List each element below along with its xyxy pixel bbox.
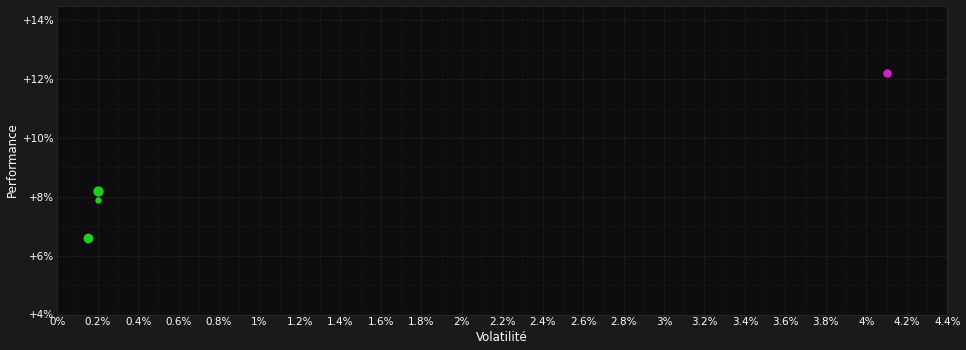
X-axis label: Volatilité: Volatilité — [476, 331, 528, 344]
Point — [80, 235, 96, 241]
Point — [90, 197, 105, 203]
Y-axis label: Performance: Performance — [6, 122, 18, 197]
Point — [90, 188, 105, 194]
Point — [879, 70, 895, 76]
